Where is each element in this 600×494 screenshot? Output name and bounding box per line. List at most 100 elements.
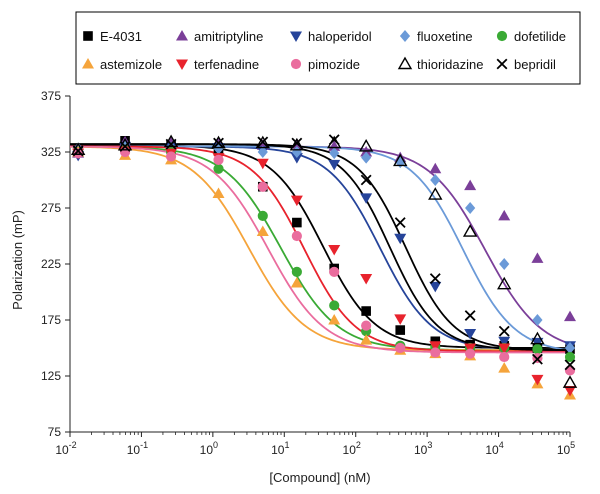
point-terfenadine [394,314,407,325]
point-thioridazine [497,276,512,290]
point-haloperidol [429,281,442,293]
point-thioridazine [462,224,478,237]
point-bepridil [213,137,224,149]
legend-label-e-4031: E-4031 [100,29,142,44]
point-terfenadine [256,158,269,170]
point-pimozide [564,365,576,376]
point-terfenadine [360,274,373,285]
fit-curve-thioridazine [70,143,571,351]
point-pimozide [465,348,476,359]
point-thioridazine [358,138,374,152]
axes: 75 125 175 225 275 325 375 10-2 10-1 100 101 102 103… [41,89,575,457]
point-terfenadine [564,386,576,397]
x-axis-title: [Compound] (nM) [269,470,370,485]
point-amitriptyline [531,252,544,263]
point-astemizole [256,225,269,237]
point-pimozide [73,148,84,159]
point-amitriptyline [498,209,511,221]
point-thioridazine [530,331,545,345]
fit-curve-astemizole [69,145,570,352]
legend-marker-pimozide [290,58,302,70]
point-dofetilide [329,300,340,311]
point-pimozide [361,320,372,331]
legend-label-amitriptyline: amitriptyline [194,29,263,44]
point-thioridazine [562,375,578,388]
legend-label-haloperidol: haloperidol [308,29,372,44]
point-astemizole [498,362,511,373]
x-tick-label: 102 [343,440,361,457]
fit-curve-e-4031 [70,144,571,349]
y-tick-label: 175 [41,313,61,327]
legend-label-fluoxetine: fluoxetine [417,29,473,44]
legend-label-dofetilide: dofetilide [514,29,566,44]
point-pimozide [291,230,302,242]
point-terfenadine [498,343,511,354]
x-tick-label: 104 [485,440,503,457]
data-points [70,134,578,400]
point-amitriptyline [328,140,341,151]
point-bepridil [394,217,406,228]
fit-curve-bepridil [70,143,571,352]
legend-marker-terfenadine [176,59,188,70]
x-tick-label: 103 [414,440,432,457]
legend-marker-amitriptyline [176,30,188,41]
point-thioridazine [255,135,270,149]
point-dofetilide [291,266,302,277]
x-tick-label: 10-2 [55,440,76,457]
point-fluoxetine [532,314,543,326]
point-terfenadine [290,195,303,207]
point-bepridil [360,174,372,186]
point-pimozide [499,351,510,363]
point-terfenadine [531,374,544,386]
y-tick-label: 275 [41,201,61,215]
legend-label-pimozide: pimozide [308,57,360,72]
y-tick-label: 375 [41,89,61,103]
legend-marker-haloperidol [290,31,302,42]
fit-curve-dofetilide [69,145,570,352]
x-tick-label: 10-1 [127,440,148,457]
point-fluoxetine [395,156,406,169]
point-pimozide [257,181,268,192]
point-bepridil [328,134,340,146]
point-amitriptyline [464,179,477,191]
y-tick-label: 325 [41,145,61,159]
point-bepridil [72,145,84,157]
legend-label-astemizole: astemizole [100,57,162,72]
legend-label-terfenadine: terfenadine [194,57,259,72]
fit-curve-amitriptyline [70,145,571,345]
y-tick-label: 75 [48,425,62,439]
point-astemizole [328,314,341,325]
legend-marker-e-4031 [83,31,93,41]
point-thioridazine [428,187,443,200]
point-haloperidol [464,328,477,340]
point-astemizole [290,277,303,288]
point-dofetilide [532,344,543,355]
legend-label-bepridil: bepridil [514,57,556,72]
y-tick-label: 125 [41,369,61,383]
point-fluoxetine [499,258,510,270]
point-fluoxetine [564,342,576,354]
point-thioridazine [393,153,408,167]
point-bepridil [564,359,576,371]
point-astemizole [360,334,373,345]
point-pimozide [119,146,131,158]
point-pimozide [165,151,177,162]
point-amitriptyline [564,310,576,322]
point-e-4031 [361,306,371,316]
point-terfenadine [429,341,442,352]
legend-label-thioridazine: thioridazine [417,57,484,72]
point-bepridil [498,325,510,337]
point-dofetilide [257,210,268,221]
point-terfenadine [328,244,341,256]
legend-marker-dofetilide [496,30,508,42]
point-pimozide [329,266,340,277]
fit-curve-pimozide [69,145,571,354]
point-fluoxetine [257,146,268,158]
y-tick-label: 225 [41,257,61,271]
point-fluoxetine [430,174,441,186]
legend-marker-astemizole [82,58,94,69]
point-haloperidol [328,159,341,171]
point-thioridazine [211,135,226,149]
point-amitriptyline [429,162,442,174]
